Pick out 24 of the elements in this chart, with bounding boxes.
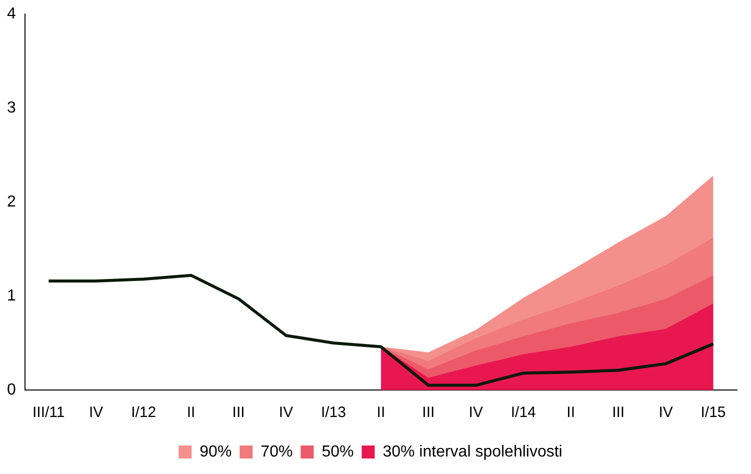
x-tick-label: III: [612, 404, 625, 422]
y-tick-label: 2: [6, 193, 16, 210]
x-tick-label: I/14: [510, 404, 536, 422]
x-tick-label: I/13: [320, 404, 346, 422]
x-tick-label: IV: [278, 404, 294, 422]
x-tick-label: II: [186, 404, 196, 422]
legend-label: 90%: [200, 443, 232, 460]
legend-label: 30% interval spolehlivosti: [382, 443, 562, 460]
x-tick-label: I/15: [700, 404, 726, 422]
x-tick-label: IV: [658, 404, 673, 422]
x-tick-label: II: [566, 404, 576, 422]
x-tick-label: III: [232, 404, 245, 422]
y-tick-label: 3: [6, 99, 16, 116]
x-tick-label: I/12: [131, 404, 156, 422]
y-tick-label: 0: [6, 381, 16, 398]
x-tick-label: III/11: [32, 404, 65, 422]
legend-label: 50%: [322, 443, 354, 460]
x-tick-label: IV: [468, 404, 483, 422]
x-tick-label: III: [422, 404, 435, 422]
y-tick-label: 1: [6, 287, 16, 304]
y-tick-label: 4: [6, 5, 16, 22]
x-tick-label: IV: [89, 404, 104, 422]
legend-label: 70%: [260, 443, 293, 460]
x-tick-label: II: [376, 404, 386, 422]
